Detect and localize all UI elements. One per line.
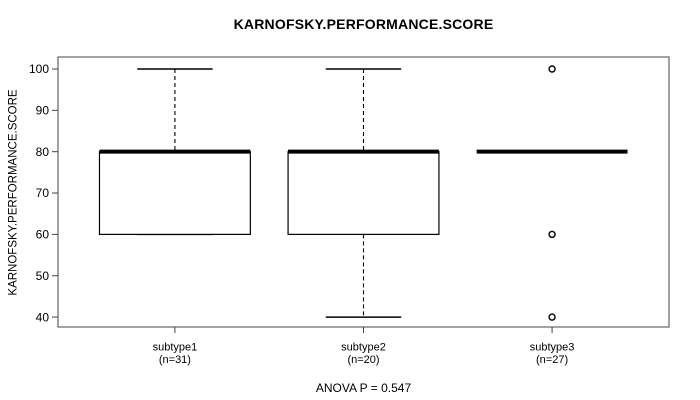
y-tick-label-40: 40 (36, 310, 50, 324)
y-axis-title: KARNOFSKY.PERFORMANCE.SCORE (7, 89, 20, 296)
y-tick-label-90: 90 (36, 104, 50, 118)
box-subtype2 (287, 151, 440, 235)
outlier-subtype3-100 (548, 65, 556, 73)
group-n-label-subtype2: (n=20) (347, 354, 379, 366)
y-tick-label-100: 100 (29, 62, 49, 76)
anova-p-annotation: ANOVA P = 0.547 (315, 381, 412, 395)
y-tick-label-80: 80 (36, 145, 50, 159)
box-subtype1 (98, 151, 251, 235)
chart-title: KARNOFSKY.PERFORMANCE.SCORE (233, 16, 494, 32)
y-tick-label-70: 70 (36, 186, 50, 200)
group-n-label-subtype3: (n=27) (536, 354, 568, 366)
group-n-label-subtype1: (n=31) (159, 354, 191, 366)
outlier-subtype3-60 (548, 230, 556, 239)
y-tick-label-50: 50 (36, 269, 50, 283)
group-label-subtype1: subtype1 (153, 342, 198, 354)
outlier-subtype3-40 (548, 313, 556, 321)
group-label-subtype2: subtype2 (341, 342, 386, 354)
group-label-subtype3: subtype3 (530, 342, 575, 354)
y-tick-label-60: 60 (36, 228, 50, 242)
